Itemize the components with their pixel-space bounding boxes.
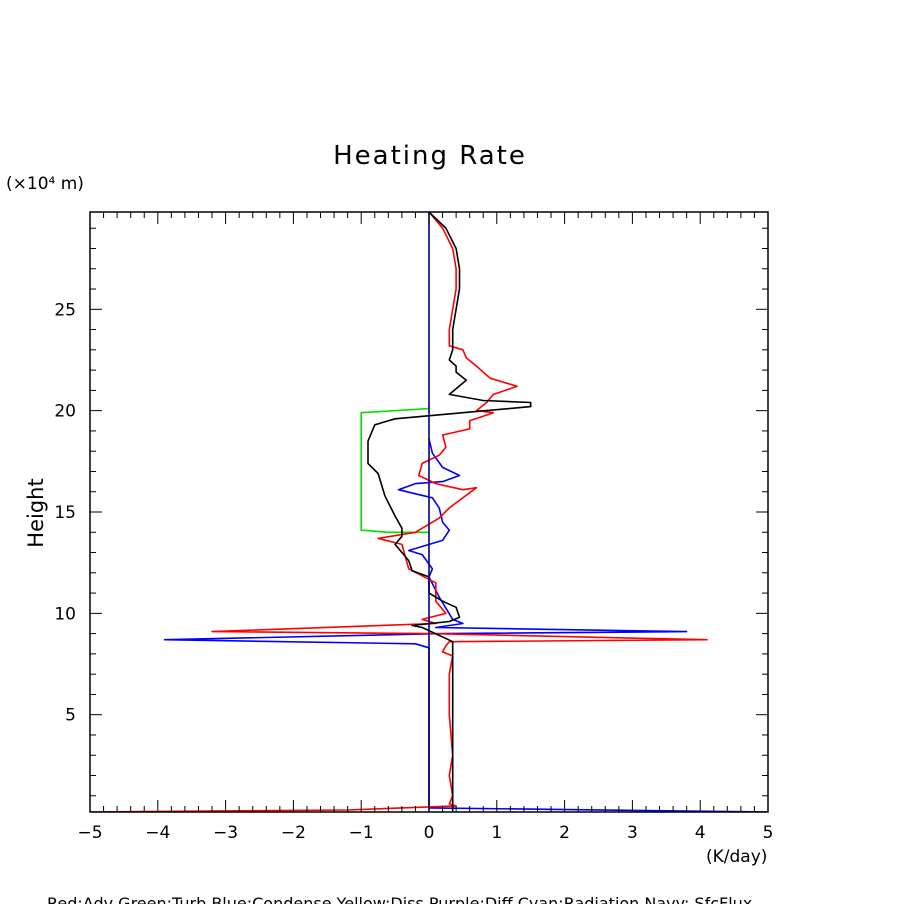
series-line-adv xyxy=(90,212,708,812)
x-tick-label: −1 xyxy=(349,823,374,843)
x-unit-label: (K/day) xyxy=(706,847,767,867)
legend-text: Red:Adv Green:Turb Blue:Condense Yellow:… xyxy=(47,894,752,904)
y-axis-label: Height xyxy=(24,478,48,547)
x-tick-label: −5 xyxy=(77,823,102,843)
y-unit-label: (×10⁴ m) xyxy=(6,174,84,194)
x-tick-label: 3 xyxy=(627,823,638,843)
y-tick-label: 20 xyxy=(54,402,76,422)
series-line-total xyxy=(367,212,532,812)
series-line-turb xyxy=(360,407,430,534)
x-tick-label: −4 xyxy=(145,823,170,843)
x-tick-label: 1 xyxy=(491,823,502,843)
chart-title: Heating Rate xyxy=(333,141,527,171)
x-tick-label: 2 xyxy=(559,823,570,843)
x-tick-label: 4 xyxy=(695,823,706,843)
axes-layer: −5 −4 −3 −2 −1 0 1 2 3 4 5 5 10 15 20 25 xyxy=(54,211,774,843)
x-tick-label: −3 xyxy=(213,823,238,843)
x-tick-label: 0 xyxy=(424,823,435,843)
x-tick-label: 5 xyxy=(763,823,774,843)
y-tick-label: 25 xyxy=(54,300,76,320)
series-layer xyxy=(90,212,768,812)
y-tick-label: 10 xyxy=(54,604,76,624)
y-tick-label: 5 xyxy=(65,706,76,726)
y-tick-label: 15 xyxy=(54,503,76,523)
x-tick-label: −2 xyxy=(281,823,306,843)
